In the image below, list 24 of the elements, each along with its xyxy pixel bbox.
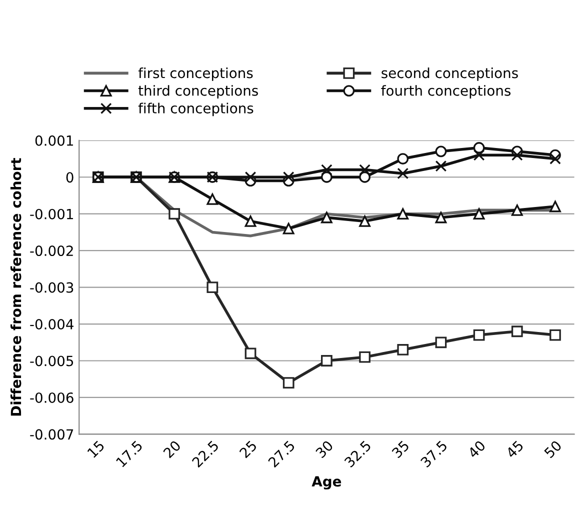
x-tick-label: 45	[505, 440, 524, 459]
x-tick-label: 50	[544, 440, 562, 458]
x-tick-label: 30	[315, 440, 334, 458]
legend-label: fifth conceptions	[138, 102, 254, 116]
y-tick-label: 0	[66, 172, 74, 183]
y-tick-label: -0.004	[30, 318, 74, 330]
y-tick-label: -0.002	[30, 246, 73, 256]
y-tick-label: -0.006	[30, 392, 74, 403]
x-tick-label: 25	[238, 440, 258, 458]
legend-label: fourth conceptions	[381, 85, 511, 99]
x-tick-label: 40	[467, 440, 486, 459]
y-tick-label: 0.001	[35, 135, 73, 146]
legend-label: first conceptions	[138, 67, 253, 81]
y-tick-label: -0.003	[30, 282, 74, 293]
x-axis-title: Age	[312, 476, 342, 490]
y-tick-label: -0.005	[30, 356, 74, 366]
legend-label: third conceptions	[138, 85, 258, 99]
x-tick-label: 15	[87, 440, 105, 458]
x-tick-label: 20	[162, 440, 182, 458]
legend-label: second conceptions	[382, 67, 518, 81]
x-tick-label: 35	[391, 440, 410, 458]
y-axis-title: Difference from reference cohort	[10, 158, 22, 416]
y-tick-label: -0.007	[30, 429, 74, 440]
y-tick-label: -0.001	[30, 208, 73, 220]
